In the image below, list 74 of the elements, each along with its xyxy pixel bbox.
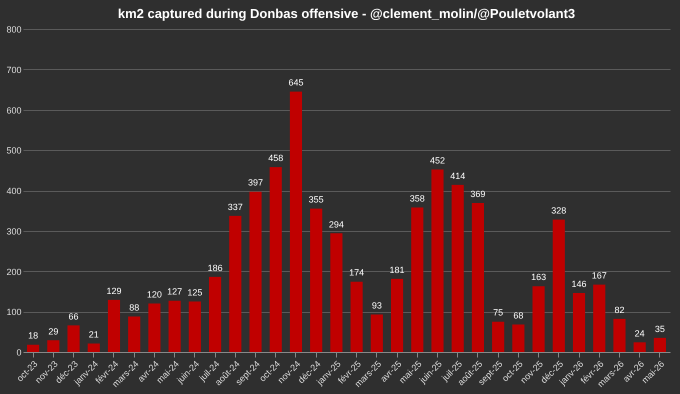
y-tick-label: 300	[6, 226, 22, 236]
bar	[270, 167, 282, 352]
data-label: 35	[654, 324, 665, 334]
data-label: 75	[493, 308, 504, 318]
y-tick-label: 500	[6, 146, 22, 156]
bar	[168, 300, 181, 352]
bar	[390, 278, 404, 352]
bar	[310, 208, 322, 352]
data-label: 24	[634, 328, 645, 338]
bar	[532, 286, 545, 352]
bar	[654, 338, 666, 352]
data-label: 66	[68, 311, 79, 322]
data-label: 125	[187, 288, 202, 298]
bar	[249, 192, 262, 352]
y-tick-label: 700	[6, 64, 22, 75]
data-label: 93	[372, 300, 382, 310]
bar	[593, 284, 606, 352]
data-label: 355	[308, 194, 324, 205]
data-label: 127	[167, 286, 182, 297]
bar	[27, 344, 40, 352]
data-label: 21	[88, 330, 99, 340]
bar	[88, 344, 100, 352]
data-label: 452	[430, 156, 445, 166]
bar	[472, 203, 484, 352]
data-label: 29	[48, 326, 58, 336]
bar	[492, 322, 504, 352]
bar	[128, 316, 140, 352]
data-label: 88	[129, 302, 140, 312]
bar	[552, 220, 565, 352]
data-label: 414	[450, 170, 466, 181]
bar	[634, 342, 646, 352]
bar	[67, 325, 80, 352]
data-label: 369	[470, 189, 486, 200]
bar	[188, 302, 201, 352]
data-label: 174	[349, 268, 364, 278]
data-label: 186	[208, 262, 223, 273]
chart-title: km2 captured during Donbas offensive - @clement_molin/@Pouletvolant3	[118, 6, 576, 21]
data-label: 328	[551, 206, 566, 216]
bar	[452, 184, 464, 352]
data-label: 397	[248, 178, 264, 188]
bar	[411, 207, 424, 352]
bar	[148, 304, 160, 352]
data-label: 181	[390, 264, 405, 275]
bar	[290, 92, 302, 352]
data-label: 120	[146, 290, 162, 300]
y-tick-label: 100	[6, 307, 22, 318]
data-label: 18	[28, 330, 38, 341]
data-label: 146	[572, 279, 587, 290]
bar	[229, 216, 242, 352]
data-label: 129	[106, 286, 122, 296]
y-tick-label: 400	[6, 186, 22, 196]
y-tick-label: 800	[6, 24, 22, 34]
data-label: 68	[513, 310, 524, 321]
bar	[512, 324, 524, 352]
data-label: 163	[531, 272, 546, 282]
data-label: 294	[328, 219, 344, 230]
y-tick-label: 0	[16, 348, 22, 358]
data-label: 337	[228, 202, 243, 212]
data-label: 358	[410, 193, 425, 204]
bar	[47, 340, 60, 352]
bar	[431, 170, 444, 352]
y-tick-label: 200	[6, 266, 22, 277]
data-label: 458	[268, 153, 284, 164]
bar	[108, 300, 120, 352]
bar	[350, 282, 363, 352]
data-label: 167	[592, 270, 607, 281]
data-label: 82	[614, 304, 624, 315]
bar	[330, 233, 342, 352]
bar	[572, 293, 586, 352]
data-label: 645	[288, 78, 304, 88]
bar	[613, 318, 626, 352]
bar	[209, 276, 222, 352]
bar	[370, 314, 383, 352]
y-tick-label: 600	[6, 105, 22, 116]
